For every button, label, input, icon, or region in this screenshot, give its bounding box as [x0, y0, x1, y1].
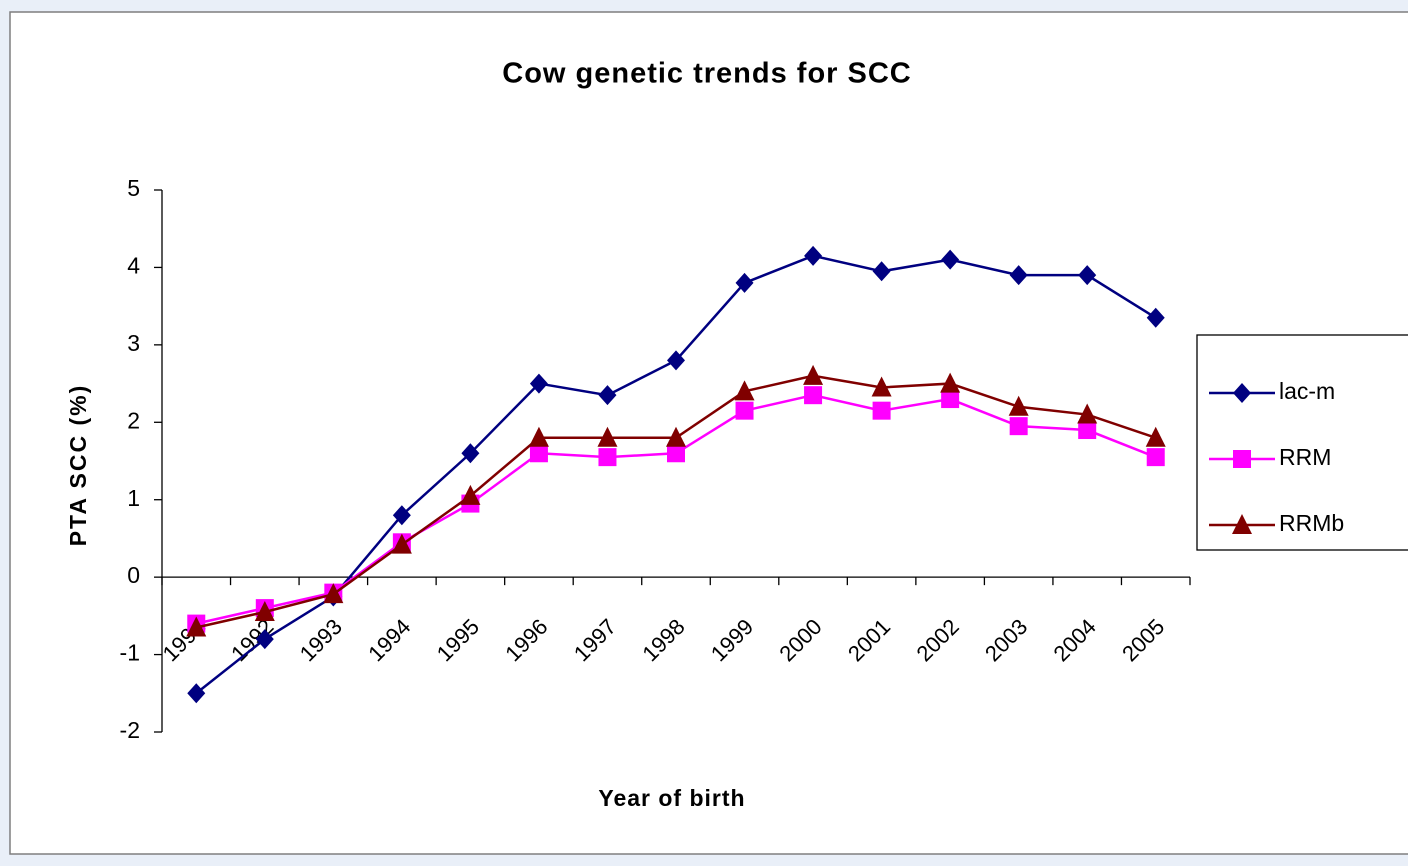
data-point: [871, 376, 892, 397]
y-tick-label: 3: [127, 330, 140, 356]
data-point: [1077, 403, 1098, 424]
data-point: [1008, 395, 1029, 416]
data-point: [1078, 265, 1097, 286]
data-point: [872, 401, 891, 420]
y-tick-label: 1: [127, 485, 140, 511]
legend-label: RRM: [1279, 444, 1331, 470]
data-point: [187, 683, 206, 704]
data-point: [391, 533, 412, 554]
data-point: [255, 629, 274, 650]
data-point: [254, 600, 275, 621]
data-point: [597, 426, 618, 447]
data-point: [598, 385, 617, 406]
data-point: [1009, 417, 1028, 436]
data-point: [1145, 426, 1166, 447]
y-tick-label: 4: [127, 253, 140, 279]
data-point: [461, 443, 480, 464]
legend-box: [1196, 334, 1408, 551]
data-point: [529, 373, 548, 394]
data-point: [1146, 307, 1165, 328]
data-point: [529, 444, 548, 463]
y-tick-label: -1: [120, 640, 140, 666]
legend-label: lac-m: [1279, 378, 1335, 404]
y-tick-label: -2: [120, 717, 140, 743]
data-point: [598, 448, 617, 467]
data-point: [392, 505, 411, 526]
data-point: [735, 272, 754, 293]
data-point: [1146, 448, 1165, 467]
data-point: [804, 386, 823, 405]
data-point: [323, 583, 344, 604]
data-point: [1009, 265, 1028, 286]
data-point: [528, 426, 549, 447]
y-tick-label: 0: [127, 562, 140, 588]
data-point: [667, 350, 685, 371]
data-point: [1078, 421, 1097, 440]
data-point: [941, 249, 960, 270]
data-point: [734, 380, 755, 401]
y-tick-label: 2: [127, 407, 140, 433]
data-point: [666, 426, 686, 447]
data-point: [460, 484, 481, 505]
data-point: [804, 245, 823, 266]
legend-marker: [1232, 514, 1252, 534]
data-point: [940, 372, 961, 393]
y-axis-title: PTA SCC (%): [65, 384, 91, 547]
x-axis-title: Year of birth: [598, 785, 745, 811]
data-point: [941, 390, 960, 409]
data-point: [803, 364, 824, 385]
chart-title: Cow genetic trends for SCC: [502, 58, 912, 90]
data-point: [735, 401, 754, 420]
legend-marker: [1233, 450, 1251, 468]
data-point: [667, 444, 685, 463]
data-point: [872, 261, 891, 282]
y-tick-label: 5: [127, 175, 140, 201]
legend-label: RRMb: [1279, 510, 1344, 536]
data-point: [186, 616, 207, 637]
legend-marker: [1233, 383, 1251, 403]
